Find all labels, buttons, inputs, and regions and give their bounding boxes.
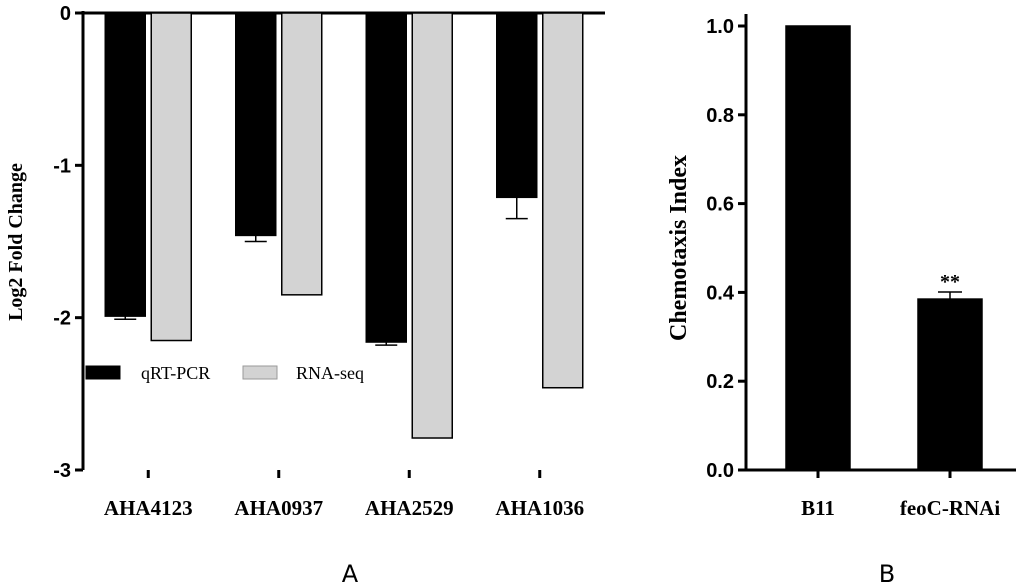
chart-b-chemotaxis-index: Chemotaxis Index 0.0 0.2 0.4 0.6 0.8 1.0 B11 fe… [666, 14, 1016, 520]
chart-b-bar [917, 298, 983, 471]
chart-b-significance-label: ** [940, 271, 960, 293]
chart-a-log2-fold-change: Log2 Fold Change qRT-PCR RNA-seq 0 -1 -2 -3 A… [5, 3, 605, 520]
chart-a-bar-qrt-pcr [365, 12, 407, 343]
chart-a-y-tick-label: -2 [53, 308, 71, 330]
chart-b-y-tick-label: 0.6 [706, 194, 734, 216]
chart-a-legend-swatch [85, 365, 121, 380]
chart-b-y-axis-title: Chemotaxis Index [666, 155, 692, 341]
chart-a-legend: qRT-PCR RNA-seq [85, 363, 364, 383]
chart-b-x-tick-label: B11 [801, 496, 835, 520]
chart-a-legend-label: qRT-PCR [141, 363, 210, 383]
chart-a-legend-swatch [242, 365, 278, 380]
chart-a-bar-rna-seq [281, 12, 323, 296]
chart-a-bar-qrt-pcr [235, 12, 277, 237]
chart-a-bar-qrt-pcr [104, 12, 146, 317]
chart-b-y-tick-label: 0.2 [706, 371, 734, 393]
chart-a-x-tick-label: AHA2529 [365, 496, 454, 520]
chart-b-y-tick-label: 0.4 [706, 282, 735, 304]
chart-a-y-tick-label: 0 [60, 3, 71, 25]
chart-b-y-tick-label: 0.0 [706, 460, 734, 482]
chart-a-x-tick-label: AHA4123 [104, 496, 193, 520]
chart-a-y-axis-title: Log2 Fold Change [5, 163, 27, 321]
chart-b-y-tick-label: 1.0 [706, 16, 734, 38]
chart-b-x-tick-label: feoC-RNAi [900, 496, 1000, 520]
chart-b-y-tick-label: 0.8 [706, 105, 734, 127]
chart-a-x-tick-label: AHA1036 [495, 496, 584, 520]
chart-a-legend-label: RNA-seq [296, 363, 364, 383]
chart-a-bar-rna-seq [150, 12, 192, 342]
chart-a-bar-rna-seq [411, 12, 453, 439]
chart-a-y-tick-label: -1 [53, 155, 71, 177]
chart-a-bar-rna-seq [542, 12, 584, 389]
chart-a-y-tick-label: -3 [53, 460, 71, 482]
panel-label-a: A [342, 560, 359, 588]
chart-b-bar [785, 25, 851, 471]
chart-a-bar-qrt-pcr [496, 12, 538, 199]
chart-a-x-tick-label: AHA0937 [234, 496, 323, 520]
panel-label-b: B [879, 560, 895, 588]
